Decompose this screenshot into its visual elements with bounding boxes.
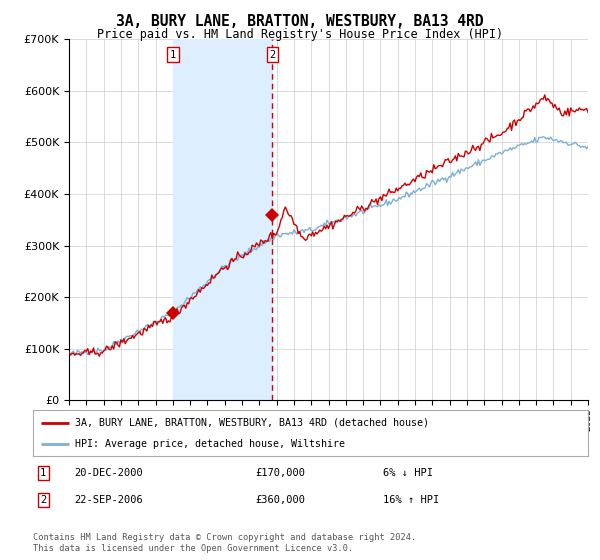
Bar [173, 39, 272, 400]
Text: 2: 2 [269, 50, 275, 60]
Text: 1: 1 [170, 50, 176, 60]
Text: 2: 2 [40, 495, 46, 505]
Text: 20-DEC-2000: 20-DEC-2000 [74, 468, 143, 478]
Text: Contains HM Land Registry data © Crown copyright and database right 2024.
This d: Contains HM Land Registry data © Crown c… [33, 533, 416, 553]
Text: 3A, BURY LANE, BRATTON, WESTBURY, BA13 4RD (detached house): 3A, BURY LANE, BRATTON, WESTBURY, BA13 4… [74, 418, 428, 428]
Text: 16% ↑ HPI: 16% ↑ HPI [383, 495, 439, 505]
Text: HPI: Average price, detached house, Wiltshire: HPI: Average price, detached house, Wilt… [74, 439, 344, 449]
Text: 22-SEP-2006: 22-SEP-2006 [74, 495, 143, 505]
Text: 3A, BURY LANE, BRATTON, WESTBURY, BA13 4RD: 3A, BURY LANE, BRATTON, WESTBURY, BA13 4… [116, 14, 484, 29]
Text: £360,000: £360,000 [255, 495, 305, 505]
Text: Price paid vs. HM Land Registry's House Price Index (HPI): Price paid vs. HM Land Registry's House … [97, 28, 503, 41]
Text: £170,000: £170,000 [255, 468, 305, 478]
Bar [582, 39, 588, 400]
Text: 6% ↓ HPI: 6% ↓ HPI [383, 468, 433, 478]
Text: 1: 1 [40, 468, 46, 478]
